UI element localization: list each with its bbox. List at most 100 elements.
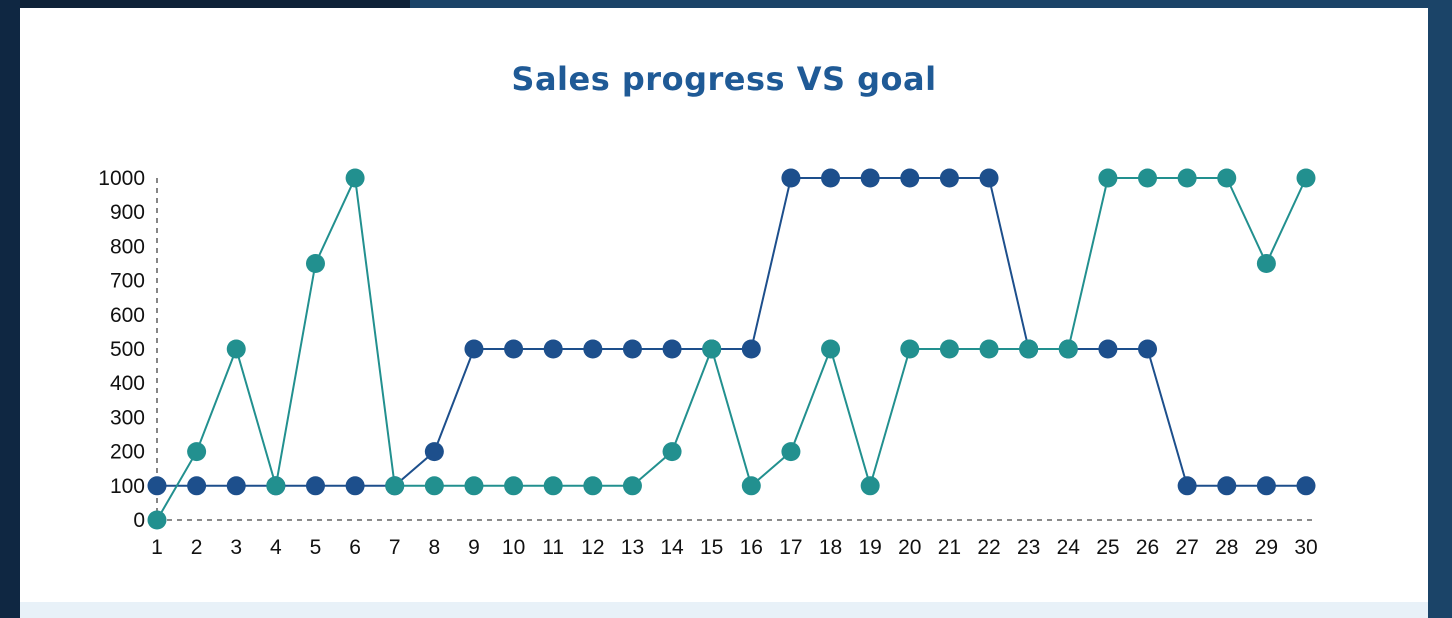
x-tick-label: 22 (977, 536, 1000, 559)
data-point (900, 168, 920, 188)
left-edge (0, 0, 20, 618)
chart-title: Sales progress VS goal (511, 60, 937, 98)
x-tick-label: 8 (429, 536, 441, 559)
x-tick-label: 11 (542, 536, 564, 559)
data-point (424, 442, 444, 462)
x-tick-label: 4 (270, 536, 282, 559)
data-point (1177, 476, 1197, 496)
x-tick-label: 30 (1294, 536, 1317, 559)
x-tick-label: 6 (349, 536, 361, 559)
series-line (157, 177, 1306, 487)
data-point (662, 339, 682, 359)
data-point (1019, 339, 1039, 359)
data-point (266, 476, 286, 496)
data-point (662, 442, 682, 462)
y-tick-label: 0 (133, 509, 145, 532)
data-point (1256, 476, 1276, 496)
data-point (1138, 168, 1158, 188)
data-point (1217, 168, 1237, 188)
y-tick-label: 900 (110, 201, 145, 224)
data-point (345, 168, 365, 188)
x-tick-label: 13 (621, 536, 644, 559)
data-point (1296, 168, 1316, 188)
data-point (939, 339, 959, 359)
x-tick-label: 20 (898, 536, 921, 559)
x-tick-label: 27 (1175, 536, 1198, 559)
data-point (187, 442, 207, 462)
data-point (821, 339, 841, 359)
data-point (1058, 339, 1078, 359)
y-tick-label: 300 (110, 406, 145, 429)
data-point (504, 476, 524, 496)
series-layer (147, 168, 1316, 530)
data-point (424, 476, 444, 496)
data-point (1138, 339, 1158, 359)
x-tick-label: 2 (191, 536, 203, 559)
y-tick-label: 200 (110, 441, 145, 464)
data-point (543, 476, 563, 496)
x-tick-label: 19 (858, 536, 881, 559)
x-tick-label: 18 (819, 536, 842, 559)
data-point (860, 476, 880, 496)
x-tick-label: 7 (389, 536, 401, 559)
data-point (622, 339, 642, 359)
x-tick-label: 26 (1136, 536, 1159, 559)
y-tick-label: 400 (110, 372, 145, 395)
data-point (1296, 476, 1316, 496)
data-point (226, 339, 246, 359)
data-point (1098, 168, 1118, 188)
data-point (385, 476, 405, 496)
y-tick-label: 700 (110, 270, 145, 293)
data-point (464, 339, 484, 359)
data-point (741, 476, 761, 496)
data-point (583, 339, 603, 359)
x-tick-label: 3 (230, 536, 242, 559)
data-point (979, 168, 999, 188)
top-accent-bar (0, 0, 410, 8)
data-point (900, 339, 920, 359)
data-point (781, 168, 801, 188)
data-point (1098, 339, 1118, 359)
y-tick-label: 600 (110, 304, 145, 327)
x-tick-label: 16 (740, 536, 763, 559)
y-tick-label: 100 (110, 475, 145, 498)
series-1 (147, 168, 1316, 496)
x-tick-label: 25 (1096, 536, 1119, 559)
data-point (226, 476, 246, 496)
x-tick-label: 12 (581, 536, 604, 559)
x-tick-label: 1 (151, 536, 163, 559)
x-tick-label: 21 (938, 536, 961, 559)
data-point (860, 168, 880, 188)
x-tick-label: 15 (700, 536, 723, 559)
x-tick-label: 9 (468, 536, 480, 559)
y-tick-label: 500 (110, 338, 145, 361)
x-tick-label: 24 (1057, 536, 1081, 559)
data-point (147, 510, 167, 530)
data-point (504, 339, 524, 359)
data-point (187, 476, 207, 496)
y-tick-label: 800 (110, 235, 145, 258)
chart-axes (156, 178, 1316, 521)
data-point (741, 339, 761, 359)
y-axis-ticks: 0 100 200 300 400 500 600 700 800 900 1000 (98, 167, 145, 532)
y-tick-label: 1000 (98, 167, 145, 190)
x-tick-label: 28 (1215, 536, 1238, 559)
x-tick-label: 17 (779, 536, 802, 559)
data-point (622, 476, 642, 496)
data-point (702, 339, 722, 359)
x-tick-label: 14 (660, 536, 684, 559)
data-point (147, 476, 167, 496)
data-point (979, 339, 999, 359)
data-point (939, 168, 959, 188)
series-2 (147, 168, 1316, 530)
data-point (305, 476, 325, 496)
data-point (583, 476, 603, 496)
x-tick-label: 5 (310, 536, 322, 559)
data-point (1177, 168, 1197, 188)
x-axis-ticks: 1 2 3 4 5 6 7 8 9 10 11 12 13 14 15 16 17 18 19 20 21 22 23 24 2… (151, 536, 1318, 559)
card-footer (20, 602, 1428, 618)
data-point (464, 476, 484, 496)
data-point (821, 168, 841, 188)
x-tick-label: 29 (1255, 536, 1278, 559)
